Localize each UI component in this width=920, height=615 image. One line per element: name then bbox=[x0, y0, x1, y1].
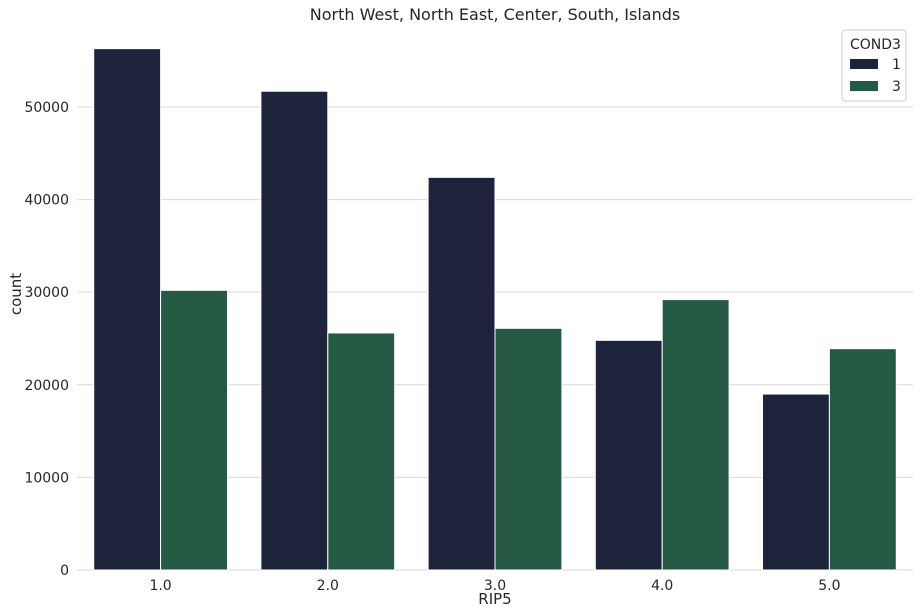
bar-4.0-series-1 bbox=[594, 339, 663, 571]
legend-label-series-3: 3 bbox=[892, 79, 901, 95]
bar-2.0-series-3 bbox=[327, 332, 396, 571]
y-tick-label: 0 bbox=[60, 563, 69, 579]
legend-title: COND3 bbox=[850, 37, 901, 53]
legend-swatch-series-1 bbox=[850, 59, 878, 69]
bar-3.0-series-1 bbox=[427, 176, 496, 571]
x-tick-labels: 1.0 2.0 3.0 4.0 5.0 bbox=[149, 578, 840, 594]
bar-4.0-series-3 bbox=[661, 299, 730, 571]
legend: COND3 1 3 bbox=[841, 29, 907, 102]
bar-3.0-series-3 bbox=[494, 327, 563, 571]
legend-label-series-1: 1 bbox=[892, 57, 901, 73]
x-tick-label: 4.0 bbox=[651, 578, 673, 594]
x-tick-label: 3.0 bbox=[484, 578, 506, 594]
y-tick-label: 10000 bbox=[24, 470, 69, 486]
y-tick-label: 30000 bbox=[24, 285, 69, 301]
bar-5.0-series-1 bbox=[762, 393, 830, 571]
bar-5.0-series-3 bbox=[828, 348, 897, 571]
bar-2.0-series-1 bbox=[260, 90, 329, 571]
x-tick-label: 1.0 bbox=[149, 578, 171, 594]
x-axis-label: RIP5 bbox=[478, 590, 511, 608]
bars bbox=[93, 48, 897, 571]
x-tick-label: 2.0 bbox=[317, 578, 339, 594]
chart-title: North West, North East, Center, South, I… bbox=[310, 5, 681, 24]
legend-swatch-series-3 bbox=[850, 81, 878, 91]
y-tick-labels: 0 10000 20000 30000 40000 50000 bbox=[24, 100, 69, 579]
y-tick-label: 20000 bbox=[24, 378, 69, 394]
y-tick-label: 50000 bbox=[24, 100, 69, 116]
bar-1.0-series-1 bbox=[93, 48, 162, 571]
bar-1.0-series-3 bbox=[160, 289, 228, 571]
y-tick-label: 40000 bbox=[24, 193, 69, 209]
y-axis-label: count bbox=[7, 273, 25, 315]
x-tick-label: 5.0 bbox=[818, 578, 840, 594]
